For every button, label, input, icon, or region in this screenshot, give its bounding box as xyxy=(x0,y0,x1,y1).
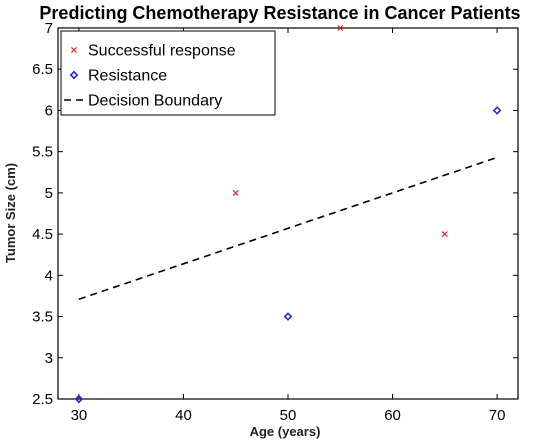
y-axis-label: Tumor Size (cm) xyxy=(3,163,18,263)
y-tick-label: 6 xyxy=(45,102,53,119)
y-tick-label: 3.5 xyxy=(32,309,53,326)
y-axis: 2.5 3 3.5 4 4.5 5 5.5 6 6.5 7 xyxy=(32,20,518,408)
successful-response-point xyxy=(441,231,448,238)
successful-response-point-stroke xyxy=(232,189,239,196)
legend-label: Decision Boundary xyxy=(88,93,222,110)
y-tick-label: 5 xyxy=(45,185,53,202)
chart-title: Predicting Chemotherapy Resistance in Ca… xyxy=(39,3,520,23)
y-tick-label: 2.5 xyxy=(32,391,53,408)
successful-response-point xyxy=(232,189,239,196)
legend-label: Resistance xyxy=(88,68,167,85)
legend-swatch-successful-response xyxy=(70,46,78,54)
decision-boundary-line xyxy=(78,156,498,300)
legend-label: Successful response xyxy=(88,43,236,60)
resistance-point xyxy=(74,394,84,404)
successful-response-point-stroke xyxy=(337,24,344,32)
plot-marks xyxy=(74,24,502,404)
y-tick-label: 3 xyxy=(45,350,53,367)
x-tick-label: 30 xyxy=(71,407,88,424)
x-axis: 30 40 50 60 70 xyxy=(71,28,506,424)
legend-swatch-successful-response-stroke xyxy=(70,46,78,54)
y-tick-label: 6.5 xyxy=(32,61,53,78)
x-tick-label: 60 xyxy=(384,407,401,424)
x-tick-label: 50 xyxy=(280,407,297,424)
successful-response-point-stroke xyxy=(441,231,448,238)
y-tick-label: 4 xyxy=(45,267,53,284)
successful-response-point xyxy=(337,24,344,32)
resistance-point xyxy=(492,106,502,115)
y-tick-label: 5.5 xyxy=(32,144,53,161)
y-tick-label: 7 xyxy=(45,20,53,37)
legend-swatch-resistance xyxy=(69,70,79,80)
resistance-point xyxy=(283,312,293,321)
y-tick-label: 4.5 xyxy=(32,226,53,243)
x-tick-label: 40 xyxy=(175,407,192,424)
legend: Successful response Resistance Decision Bo… xyxy=(60,30,276,116)
x-axis-label: Age (years) xyxy=(250,424,321,439)
x-tick-label: 70 xyxy=(489,407,506,424)
legend-box xyxy=(60,30,276,116)
